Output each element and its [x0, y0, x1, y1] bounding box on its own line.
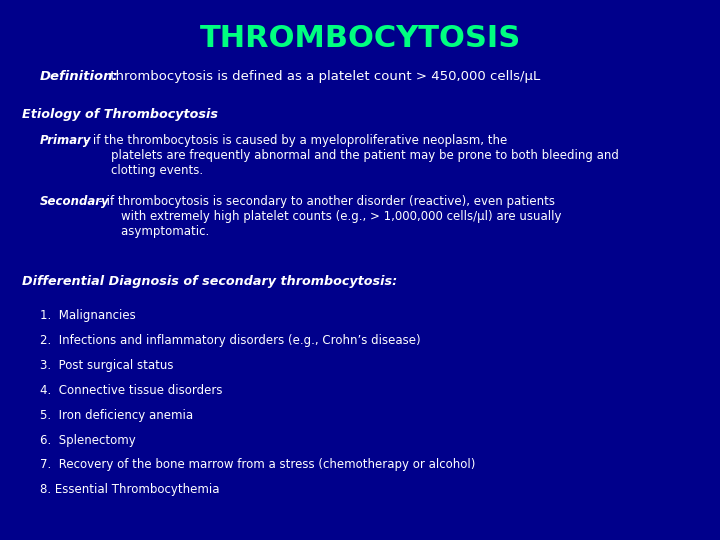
Text: 7.  Recovery of the bone marrow from a stress (chemotherapy or alcohol): 7. Recovery of the bone marrow from a st…	[40, 458, 475, 471]
Text: 1.  Malignancies: 1. Malignancies	[40, 309, 135, 322]
Text: thrombocytosis is defined as a platelet count > 450,000 cells/μL: thrombocytosis is defined as a platelet …	[106, 70, 540, 83]
Text: Definition:: Definition:	[40, 70, 118, 83]
Text: 4.  Connective tissue disorders: 4. Connective tissue disorders	[40, 384, 222, 397]
Text: 2.  Infections and inflammatory disorders (e.g., Crohn’s disease): 2. Infections and inflammatory disorders…	[40, 334, 420, 347]
Text: Primary: Primary	[40, 134, 91, 147]
Text: 3.  Post surgical status: 3. Post surgical status	[40, 359, 173, 372]
Text: Differential Diagnosis of secondary thrombocytosis:: Differential Diagnosis of secondary thro…	[22, 275, 397, 288]
Text: 5.  Iron deficiency anemia: 5. Iron deficiency anemia	[40, 409, 193, 422]
Text: 8. Essential Thrombocythemia: 8. Essential Thrombocythemia	[40, 483, 219, 496]
Text: 6.  Splenectomy: 6. Splenectomy	[40, 434, 135, 447]
Text: Etiology of Thrombocytosis: Etiology of Thrombocytosis	[22, 108, 217, 121]
Text: - if thrombocytosis is secondary to another disorder (reactive), even patients
 : - if thrombocytosis is secondary to anot…	[91, 195, 562, 239]
Text: Secondary: Secondary	[40, 195, 109, 208]
Text: - if the thrombocytosis is caused by a myeloproliferative neoplasm, the
        : - if the thrombocytosis is caused by a m…	[81, 134, 618, 177]
Text: THROMBOCYTOSIS: THROMBOCYTOSIS	[199, 24, 521, 53]
